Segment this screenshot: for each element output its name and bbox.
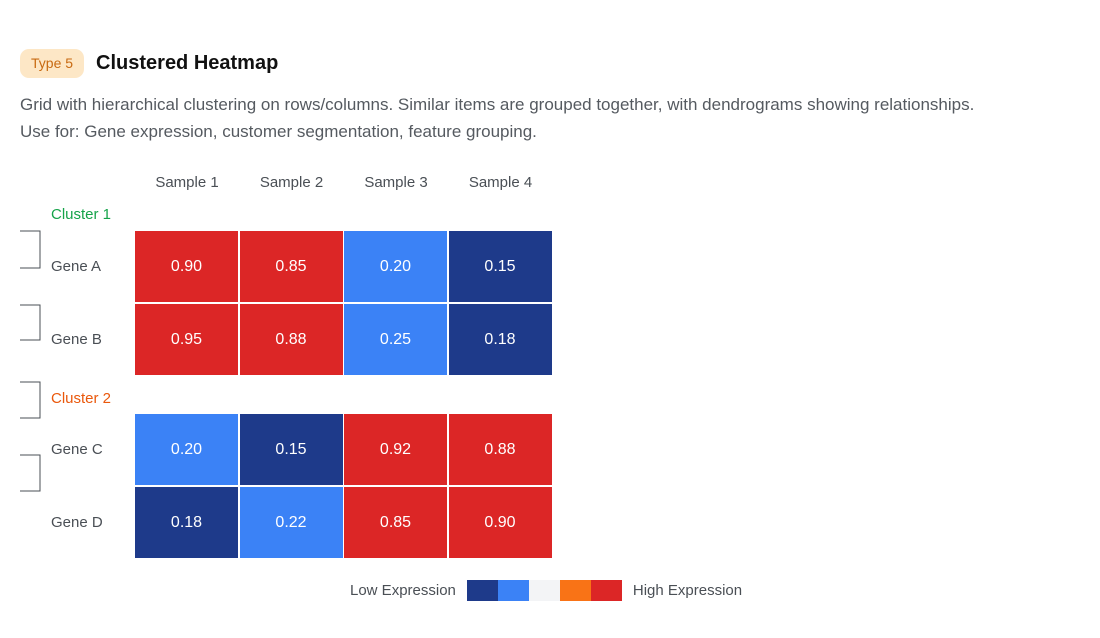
legend-swatch [590, 580, 622, 601]
cluster-label: Cluster 1 [51, 206, 112, 223]
heatmap-cell: 0.85 [344, 487, 448, 559]
row-label: Gene D [51, 514, 103, 531]
heatmap-cell: 0.20 [344, 231, 448, 303]
column-label: Sample 4 [468, 174, 533, 191]
row-label: Gene A [51, 258, 102, 275]
legend-swatch [559, 580, 591, 601]
legend-color-scale [466, 580, 622, 601]
heatmap-cell: 0.15 [448, 231, 553, 303]
heatmap-cell: 0.25 [344, 304, 448, 376]
heatmap-cell: 0.88 [239, 304, 344, 376]
heatmap-cell: 0.22 [239, 487, 344, 559]
chart-title: Clustered Heatmap [96, 52, 279, 74]
row-label: Gene C [51, 441, 103, 458]
type-badge: Type 5 [20, 49, 85, 78]
heatmap-cell: 0.92 [344, 414, 448, 486]
cluster-label: Cluster 2 [51, 390, 112, 407]
heatmap-cell: 0.85 [239, 231, 344, 303]
chart-header: Type 5 Clustered Heatmap [20, 49, 278, 78]
heatmap-cell: 0.95 [135, 304, 239, 376]
legend-swatch [497, 580, 529, 601]
chart-description: Grid with hierarchical clustering on row… [20, 91, 1095, 145]
legend-swatch [528, 580, 560, 601]
heatmap-cell: 0.90 [135, 231, 239, 303]
description-line-1: Grid with hierarchical clustering on row… [20, 95, 975, 114]
column-label: Sample 1 [155, 174, 219, 191]
heatmap-cell: 0.15 [239, 414, 344, 486]
description-line-2: Use for: Gene expression, customer segme… [20, 122, 537, 141]
column-label: Sample 2 [259, 174, 324, 191]
legend-swatch [466, 580, 498, 601]
heatmap-cell: 0.18 [448, 304, 553, 376]
legend-low-label: Low Expression [350, 582, 456, 599]
heatmap-cell: 0.18 [135, 487, 239, 559]
row-label: Gene B [51, 331, 102, 348]
heatmap-cell: 0.88 [448, 414, 553, 486]
legend-high-label: High Expression [632, 582, 743, 599]
column-label: Sample 3 [364, 174, 428, 191]
heatmap-cell: 0.90 [448, 487, 553, 559]
heatmap-cell: 0.20 [135, 414, 239, 486]
color-legend: Low Expression High Expression [350, 580, 742, 601]
